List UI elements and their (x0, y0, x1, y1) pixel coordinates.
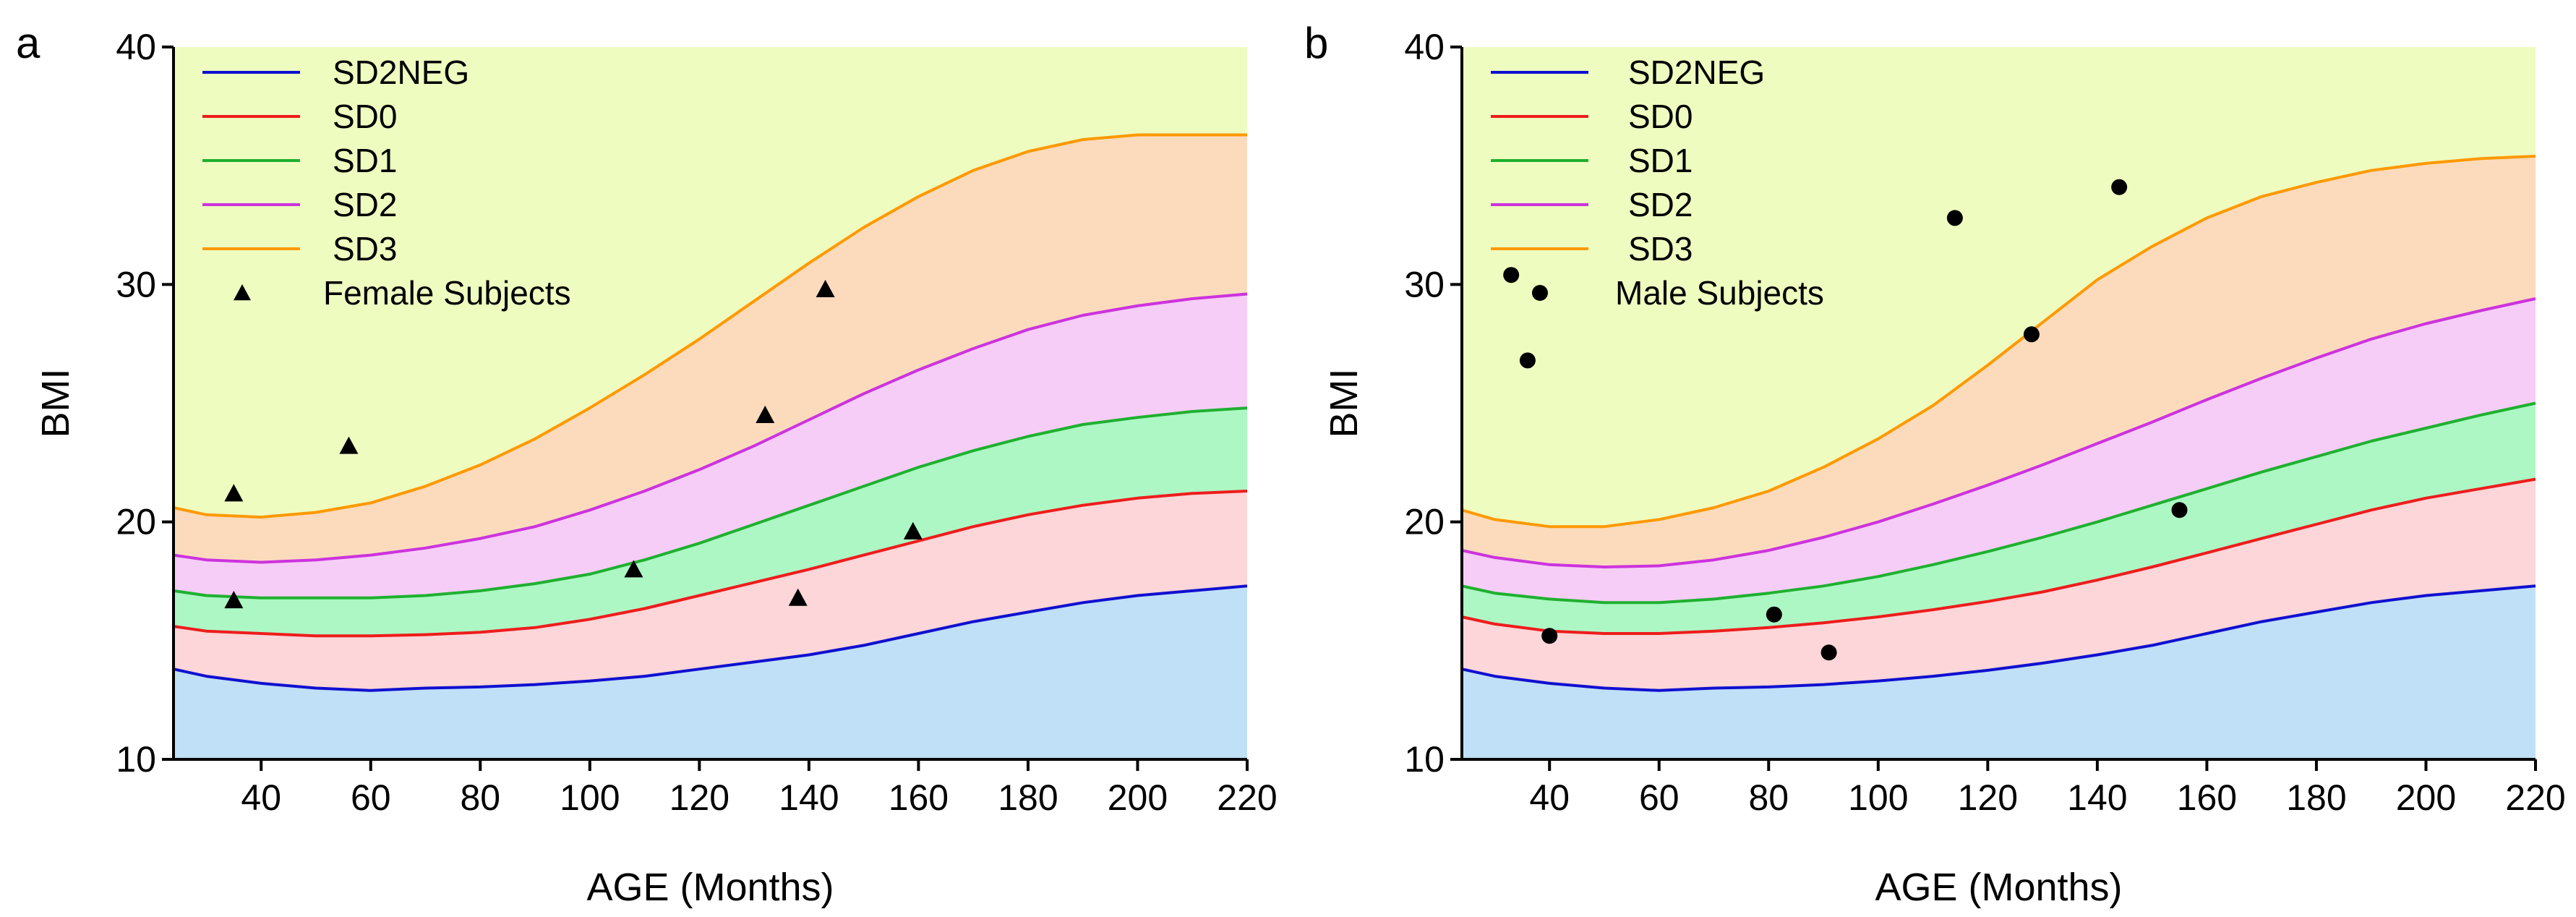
y-tick-label: 20 (116, 502, 156, 542)
bmi-chart-b-svg: 10 20 30 40 40 60 80 100 120 140 160 180 200 220 AGE (… (1304, 19, 2566, 909)
legend-label: SD0 (333, 98, 397, 135)
panel-label: b (1304, 19, 1328, 67)
legend-label: SD1 (1628, 142, 1693, 179)
legend-label: Female Subjects (323, 274, 571, 312)
x-tick-label: 180 (998, 777, 1058, 818)
data-point (339, 436, 359, 454)
bmi-chart-a-svg: 10 20 30 40 40 60 80 100 120 140 160 180 200 220 AGE (… (16, 19, 1278, 909)
data-point (1820, 644, 1837, 661)
x-tick-label: 200 (1108, 777, 1168, 818)
x-tick-label: 60 (1639, 777, 1679, 818)
y-tick-label: 40 (1404, 27, 1445, 67)
data-point (1766, 606, 1782, 623)
chart-panel-a: 10 20 30 40 40 60 80 100 120 140 160 180 200 220 AGE (… (16, 19, 1278, 909)
x-axis-title: AGE (Months) (586, 866, 834, 909)
x-tick-label: 160 (2177, 777, 2237, 818)
legend-label: SD0 (1628, 98, 1693, 135)
data-point (1503, 267, 1520, 283)
legend-label: Male Subjects (1615, 274, 1824, 312)
series-line-sd3 (173, 133, 1247, 519)
y-axis-title: BMI (1322, 368, 1366, 438)
series-line-sd3 (1461, 155, 2536, 529)
series-line-sd0 (173, 490, 1248, 638)
data-point (224, 484, 244, 502)
series-line-sd1 (173, 406, 1248, 600)
x-tick-label: 100 (560, 777, 620, 818)
x-tick-label: 120 (669, 777, 729, 818)
band-fill-sd2neg (174, 586, 1247, 759)
data-point (624, 560, 643, 578)
x-tick-label: 160 (889, 777, 949, 818)
y-tick-label: 30 (116, 264, 156, 304)
data-point (224, 591, 244, 609)
x-tick-label: 140 (2067, 777, 2127, 818)
band-fill-sd2neg (1462, 586, 2536, 759)
legend-label: SD3 (333, 230, 397, 268)
data-point (2023, 326, 2040, 343)
x-tick-label: 80 (460, 777, 500, 818)
series-line-sd1 (1461, 401, 2536, 605)
legend-label: SD2 (1628, 186, 1693, 223)
x-tick-label: 180 (2286, 777, 2346, 818)
series-line-sd2 (1461, 297, 2536, 568)
series-line-sd2 (173, 292, 1248, 564)
series-line-sd2neg (173, 584, 1248, 692)
y-tick-label: 10 (1404, 739, 1445, 780)
x-tick-label: 220 (2505, 777, 2565, 818)
legend-label: SD2NEG (333, 54, 469, 91)
x-axis-title: AGE (Months) (1875, 866, 2122, 909)
legend-label: SD2NEG (1628, 54, 1765, 91)
data-point (816, 279, 835, 297)
y-tick-label: 20 (1404, 502, 1445, 542)
legend-marker-subjects (1532, 285, 1548, 301)
x-tick-label: 80 (1748, 777, 1789, 818)
legend-label: SD3 (1628, 230, 1693, 268)
y-tick-label: 40 (116, 27, 156, 67)
panel-label: a (16, 19, 40, 67)
chart-panel-b: 10 20 30 40 40 60 80 100 120 140 160 180 200 220 AGE (… (1288, 0, 2576, 917)
series-line-sd0 (1461, 477, 2536, 635)
legend-marker-subjects (234, 284, 251, 301)
data-point (756, 405, 775, 423)
legend-label: SD1 (333, 142, 397, 179)
x-tick-label: 120 (1958, 777, 2018, 818)
y-axis-title: BMI (34, 368, 77, 438)
x-tick-label: 60 (351, 777, 391, 818)
data-point (1946, 210, 1963, 226)
y-tick-label: 10 (116, 739, 156, 780)
data-point (1541, 628, 1558, 644)
data-point (1519, 352, 1536, 369)
data-point (2111, 179, 2128, 195)
data-point (788, 588, 808, 606)
x-tick-label: 40 (241, 777, 281, 818)
x-tick-label: 220 (1217, 777, 1277, 818)
legend-label: SD2 (333, 186, 397, 223)
x-tick-label: 140 (779, 777, 839, 818)
x-tick-label: 40 (1529, 777, 1570, 818)
data-point (2171, 502, 2188, 519)
x-tick-label: 200 (2396, 777, 2456, 818)
data-point (903, 521, 923, 539)
series-line-sd2neg (1461, 584, 2536, 692)
x-tick-label: 100 (1848, 777, 1908, 818)
y-tick-label: 30 (1404, 264, 1445, 304)
